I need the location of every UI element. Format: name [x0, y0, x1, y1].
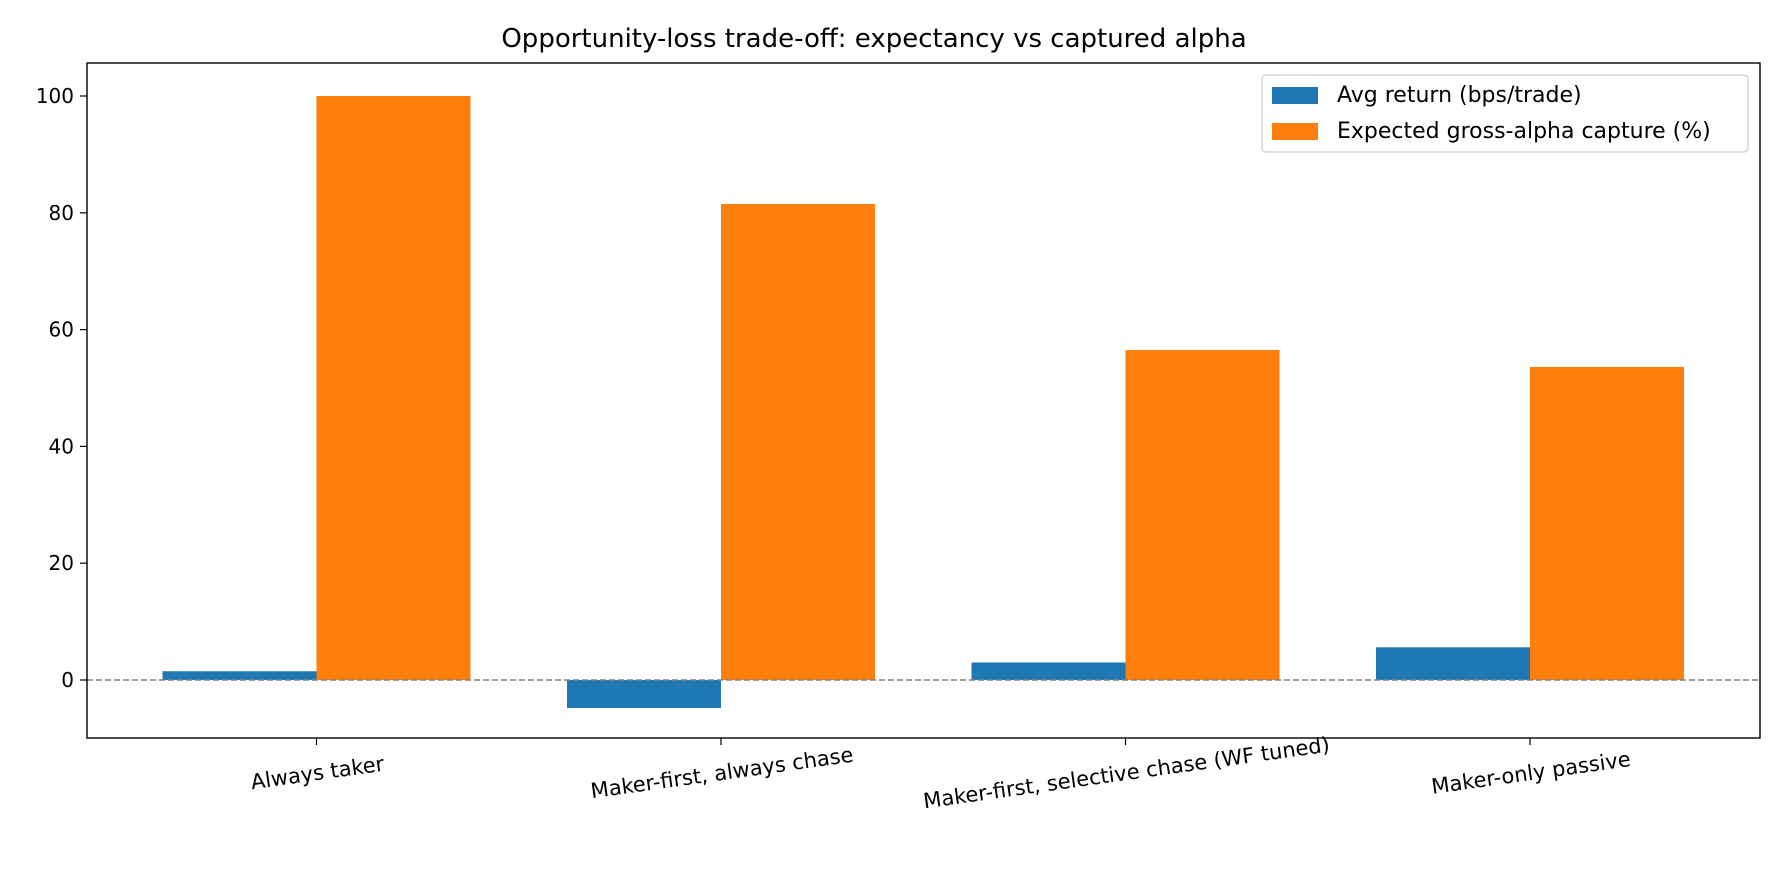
x-axis: Always taker Maker-first, always chase Mak…: [249, 733, 1632, 814]
legend-box: [1261, 74, 1749, 153]
legend-swatch-0: [1272, 87, 1318, 104]
y-tick-label: 80: [49, 201, 74, 225]
x-tick-label: Maker-only passive: [1430, 747, 1632, 799]
bar-series-1-0: [316, 96, 471, 680]
y-tick-label: 40: [49, 434, 74, 458]
bar-series-1-1: [721, 204, 875, 681]
y-tick-label: 20: [49, 551, 74, 575]
bar-series-0-2: [971, 662, 1126, 680]
plot-area: [86, 62, 1761, 739]
legend-label-0: Avg return (bps/trade): [1337, 83, 1582, 108]
x-tick-label: Maker-first, always chase: [589, 743, 855, 804]
bar-series-0-1: [567, 680, 721, 709]
y-tick-label: 100: [36, 84, 74, 108]
bar-series-1-2: [1125, 350, 1280, 680]
bar-series-0-3: [1376, 647, 1530, 680]
bar-series-1-3: [1530, 366, 1684, 680]
y-tick-label: 60: [49, 318, 74, 342]
legend-label-1: Expected gross-alpha capture (%): [1337, 119, 1711, 144]
legend: Avg return (bps/trade) Expected gross-alp…: [1261, 74, 1749, 153]
y-tick-label: 0: [61, 668, 74, 692]
bar-series-0-0: [162, 671, 317, 680]
y-axis: 0 20 40 60 80 100: [36, 84, 87, 692]
legend-swatch-1: [1272, 123, 1318, 140]
chart-title: Opportunity-loss trade-off: expectancy v…: [501, 24, 1246, 54]
plot-frame: [86, 62, 1761, 739]
x-tick-label: Always taker: [249, 752, 386, 795]
x-tick-label: Maker-first, selective chase (WF tuned): [922, 733, 1331, 814]
